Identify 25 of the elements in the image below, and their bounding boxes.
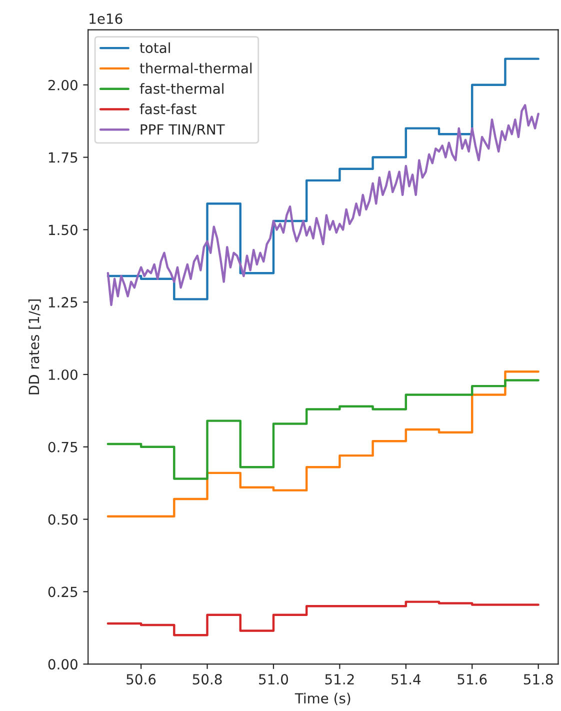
y-tick-label: 0.50 [48,514,78,525]
x-tick-label: 51.6 [458,674,487,685]
y-tick-label: 0.25 [48,586,78,598]
y-tick-label: 0.75 [48,442,78,452]
legend-label: total [140,42,170,54]
text: 1e16 [90,13,122,24]
y-tick-label: 0.00 [48,659,78,670]
x-tick-label: 50.6 [126,674,156,685]
x-tick-label: 50.8 [192,674,222,685]
x-axis-title: Time (s) [294,692,350,706]
legend-label: PPF TIN/RNT [140,124,225,136]
x-tick-label: 51.8 [524,674,553,685]
y-axis-title: DD rates [1/s] [28,300,41,394]
y-tick-label: 1.75 [48,152,78,163]
x-tick-label: 51.4 [392,674,421,685]
x-tick-label: 51.0 [259,674,288,685]
legend-label: thermal-thermal [140,62,252,74]
legend-label: fast-fast [140,104,196,114]
y-tick-label: 1.00 [48,369,78,380]
y-tick-label: 2.00 [48,80,78,90]
y-tick-label: 1.50 [48,224,78,236]
x-tick-label: 51.2 [325,674,354,685]
y-tick-label: 1.25 [48,297,78,308]
line-series [106,104,540,306]
legend-label: fast-thermal [140,83,224,94]
